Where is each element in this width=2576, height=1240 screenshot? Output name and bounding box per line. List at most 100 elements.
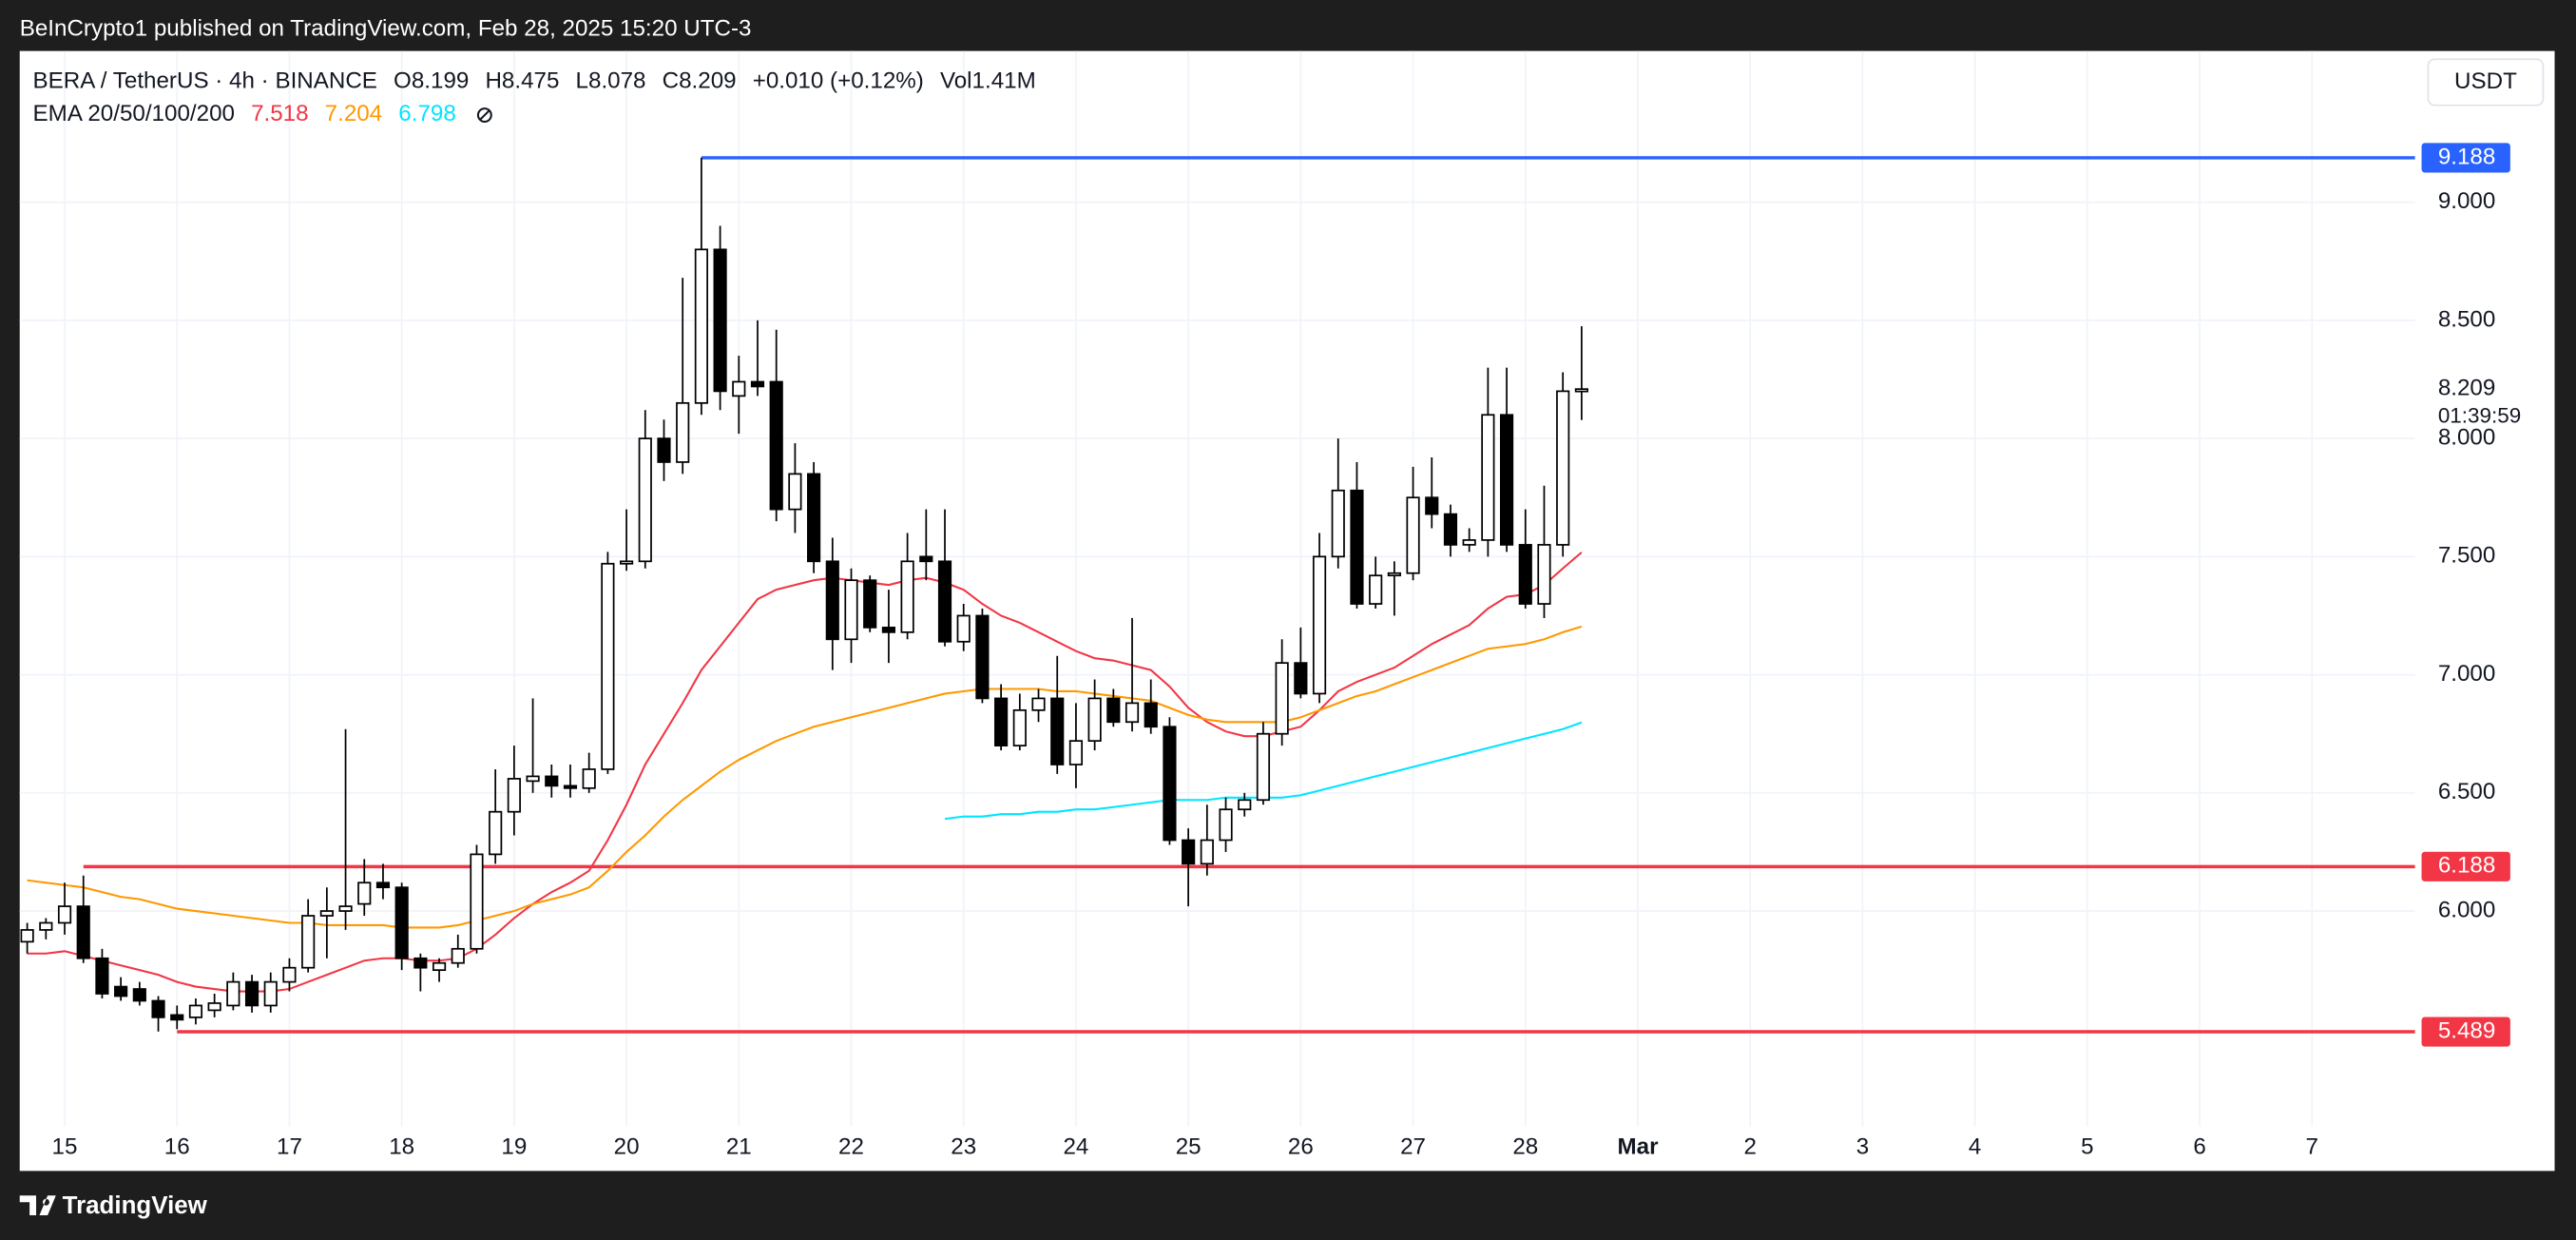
ema-value: 7.518 <box>251 101 309 126</box>
y-tick-label: 6.000 <box>2438 897 2496 922</box>
x-tick-label: 18 <box>389 1134 414 1160</box>
candle-body <box>57 905 72 924</box>
x-tick-label: 7 <box>2306 1134 2318 1160</box>
level-label: 6.188 <box>2438 853 2496 879</box>
candle-body <box>413 957 428 969</box>
candle-body <box>1537 544 1551 605</box>
candle-body <box>1294 662 1308 695</box>
candle-body <box>470 853 484 950</box>
candle-body <box>451 947 465 964</box>
ema-line <box>27 552 1583 993</box>
ohlc-prefix: H <box>485 68 501 94</box>
candle-body <box>638 437 652 563</box>
candle-body <box>937 560 952 643</box>
currency-button[interactable] <box>2427 58 2545 107</box>
ohlc-prefix: C <box>663 68 679 94</box>
candle-body <box>357 882 372 905</box>
candle-body <box>1012 708 1027 746</box>
x-tick-label: 23 <box>951 1134 976 1160</box>
candle-body <box>207 1002 221 1012</box>
x-tick-label: 4 <box>1969 1134 1981 1160</box>
candle-body <box>1106 697 1121 724</box>
x-tick-label: 27 <box>1400 1134 1426 1160</box>
ohlc-value: 8.209 <box>679 68 737 94</box>
candle-body <box>1481 414 1495 541</box>
candle-body <box>657 437 671 463</box>
ohlc-value: 8.475 <box>502 68 560 94</box>
last-price: 8.209 <box>2438 376 2496 401</box>
candle-body <box>1125 702 1140 724</box>
candle-body <box>507 778 521 813</box>
candle-body <box>919 555 933 563</box>
candle-body <box>694 248 708 404</box>
candle-body <box>301 915 316 969</box>
brand: TradingView <box>63 1192 208 1219</box>
candle-body <box>432 961 447 972</box>
candle-body <box>170 1014 184 1021</box>
candle-body <box>1219 808 1233 842</box>
x-tick-label: 16 <box>164 1134 190 1160</box>
publisher: BeInCrypto1 published on TradingView.com… <box>20 16 752 42</box>
candle-body <box>1406 496 1420 574</box>
candle-body <box>1182 839 1196 865</box>
candle-body <box>188 1004 203 1018</box>
candle-body <box>114 985 128 998</box>
candle-body <box>1574 388 1588 393</box>
candle-body <box>76 905 90 959</box>
candle-body <box>732 380 746 397</box>
candle-body <box>319 910 334 917</box>
countdown: 01:39:59 <box>2438 404 2521 428</box>
y-tick-label: 9.000 <box>2438 188 2496 214</box>
chart-area <box>19 50 2555 1172</box>
x-tick-label: 6 <box>2193 1134 2205 1160</box>
candle-body <box>263 980 278 1007</box>
candle-body <box>1256 732 1271 802</box>
x-tick-label: 25 <box>1176 1134 1201 1160</box>
x-tick-label: 26 <box>1288 1134 1314 1160</box>
level-label: 9.188 <box>2438 144 2496 169</box>
candle-body <box>20 929 34 943</box>
ema-value: 7.204 <box>325 101 383 126</box>
ohlc-prefix: L <box>576 68 588 94</box>
level-label-box <box>2421 143 2510 173</box>
candle-body <box>844 579 858 641</box>
candle-body <box>1443 513 1458 546</box>
logo-shape <box>19 1195 56 1216</box>
y-tick-label: 7.500 <box>2438 543 2496 569</box>
x-tick-label: 22 <box>838 1134 864 1160</box>
legend-ema: EMA 20/50/100/200 7.518 7.204 6.798 <box>33 101 456 126</box>
indicator: EMA 20/50/100/200 <box>33 101 235 126</box>
x-tick-label: 5 <box>2081 1134 2093 1160</box>
candle-body <box>1387 572 1401 577</box>
candle-body <box>394 886 409 959</box>
candle-body <box>1556 390 1570 546</box>
ohlc-prefix: O <box>394 68 412 94</box>
candle-body <box>994 697 1009 746</box>
candle-body <box>788 473 802 511</box>
candle-body <box>1369 574 1383 605</box>
candle-body <box>489 810 503 856</box>
candle-body <box>1312 555 1327 695</box>
candle-body <box>825 560 839 641</box>
candle-body <box>769 380 783 511</box>
candle-body <box>881 627 895 633</box>
candle-body <box>807 473 821 563</box>
candle-body <box>1425 496 1439 515</box>
level-label-box <box>2421 851 2510 882</box>
candle-body <box>619 560 634 565</box>
candle-body <box>151 999 165 1018</box>
candle-body <box>1087 697 1102 743</box>
y-tick-label: 8.000 <box>2438 424 2496 450</box>
candle-body <box>375 882 391 889</box>
change: +0.010 (+0.12%) <box>753 68 924 94</box>
x-tick-label: 21 <box>726 1134 752 1160</box>
candle-body <box>1331 489 1345 558</box>
visibility-icon[interactable] <box>476 107 492 124</box>
level-label-box <box>2421 1017 2510 1047</box>
volume: Vol1.41M <box>940 68 1036 94</box>
currency: USDT <box>2454 68 2517 94</box>
candle-body <box>750 380 765 388</box>
visibility-icon-slash <box>478 109 490 121</box>
ohlc-value: 8.199 <box>412 68 470 94</box>
candle-body <box>1462 539 1476 546</box>
